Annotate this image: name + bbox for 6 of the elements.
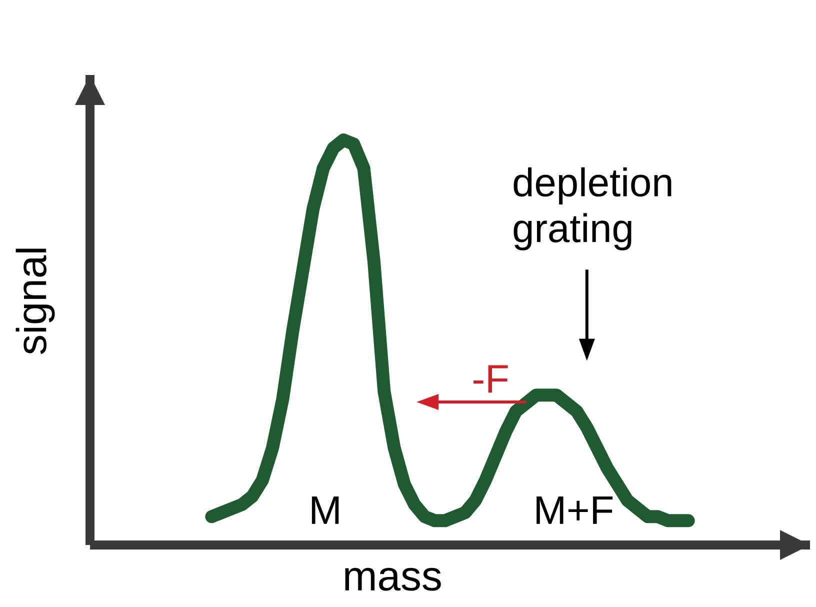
annotation: M+F [536,496,613,524]
annotation: depletion grating [514,167,672,250]
annotation: M [312,496,339,524]
annotation: -F [474,365,508,393]
y-axis-title: signal [16,248,55,354]
x-axis-title: mass [345,568,441,591]
